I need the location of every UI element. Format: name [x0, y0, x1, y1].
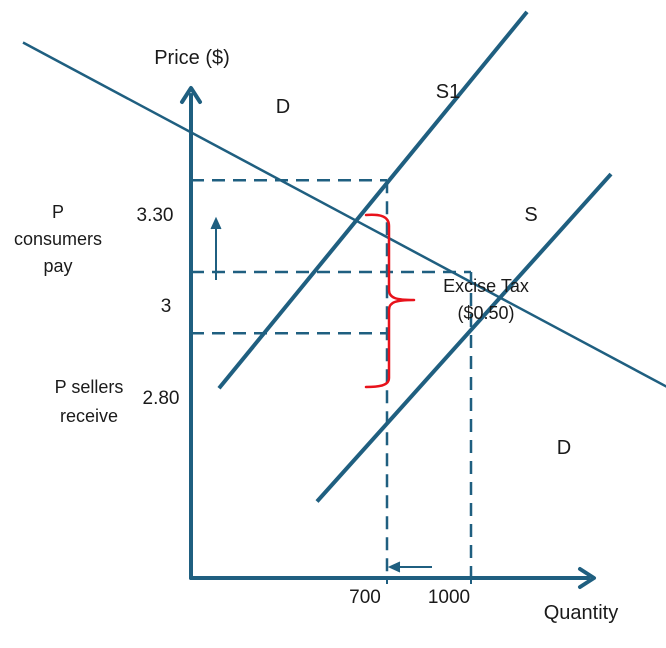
sellers-receive-line2: receive [60, 406, 118, 426]
demand-curve [22, 41, 666, 388]
x-axis-arrowhead [578, 567, 596, 589]
supply-label: S [524, 204, 537, 226]
demand-label-bottom: D [557, 437, 571, 459]
y-tick-label-3: 3 [161, 296, 172, 317]
supply-curve [315, 172, 613, 503]
curves [22, 10, 666, 503]
tax-brace [364, 213, 416, 389]
y-tick-label-3-30: 3.30 [137, 205, 174, 226]
axes [180, 86, 596, 589]
quantity-left-arrowhead [387, 561, 401, 573]
excise-tax-label-line2: ($0.50) [457, 303, 514, 323]
x-tick-label-1000: 1000 [428, 587, 470, 608]
guide-lines [191, 178, 473, 578]
demand-label-top: D [276, 96, 290, 118]
consumers-pay-line3: pay [43, 256, 72, 276]
x-tick-label-700: 700 [349, 587, 381, 608]
excise-tax-label-line1: Excise Tax [443, 276, 529, 296]
consumers-pay-line2: consumers [14, 229, 102, 249]
sellers-receive-line1: P sellers [55, 377, 124, 397]
y-axis-arrowhead [180, 86, 202, 104]
x-axis-title: Quantity [544, 602, 618, 624]
consumers-pay-line1: P [52, 202, 64, 222]
supply-s1-label: S1 [436, 81, 460, 103]
y-axis-title: Price ($) [154, 47, 230, 69]
price-up-arrowhead [210, 216, 222, 230]
supply-s1-curve [217, 10, 529, 390]
annotation-marks [210, 213, 432, 573]
y-tick-label-2-80: 2.80 [143, 388, 180, 409]
